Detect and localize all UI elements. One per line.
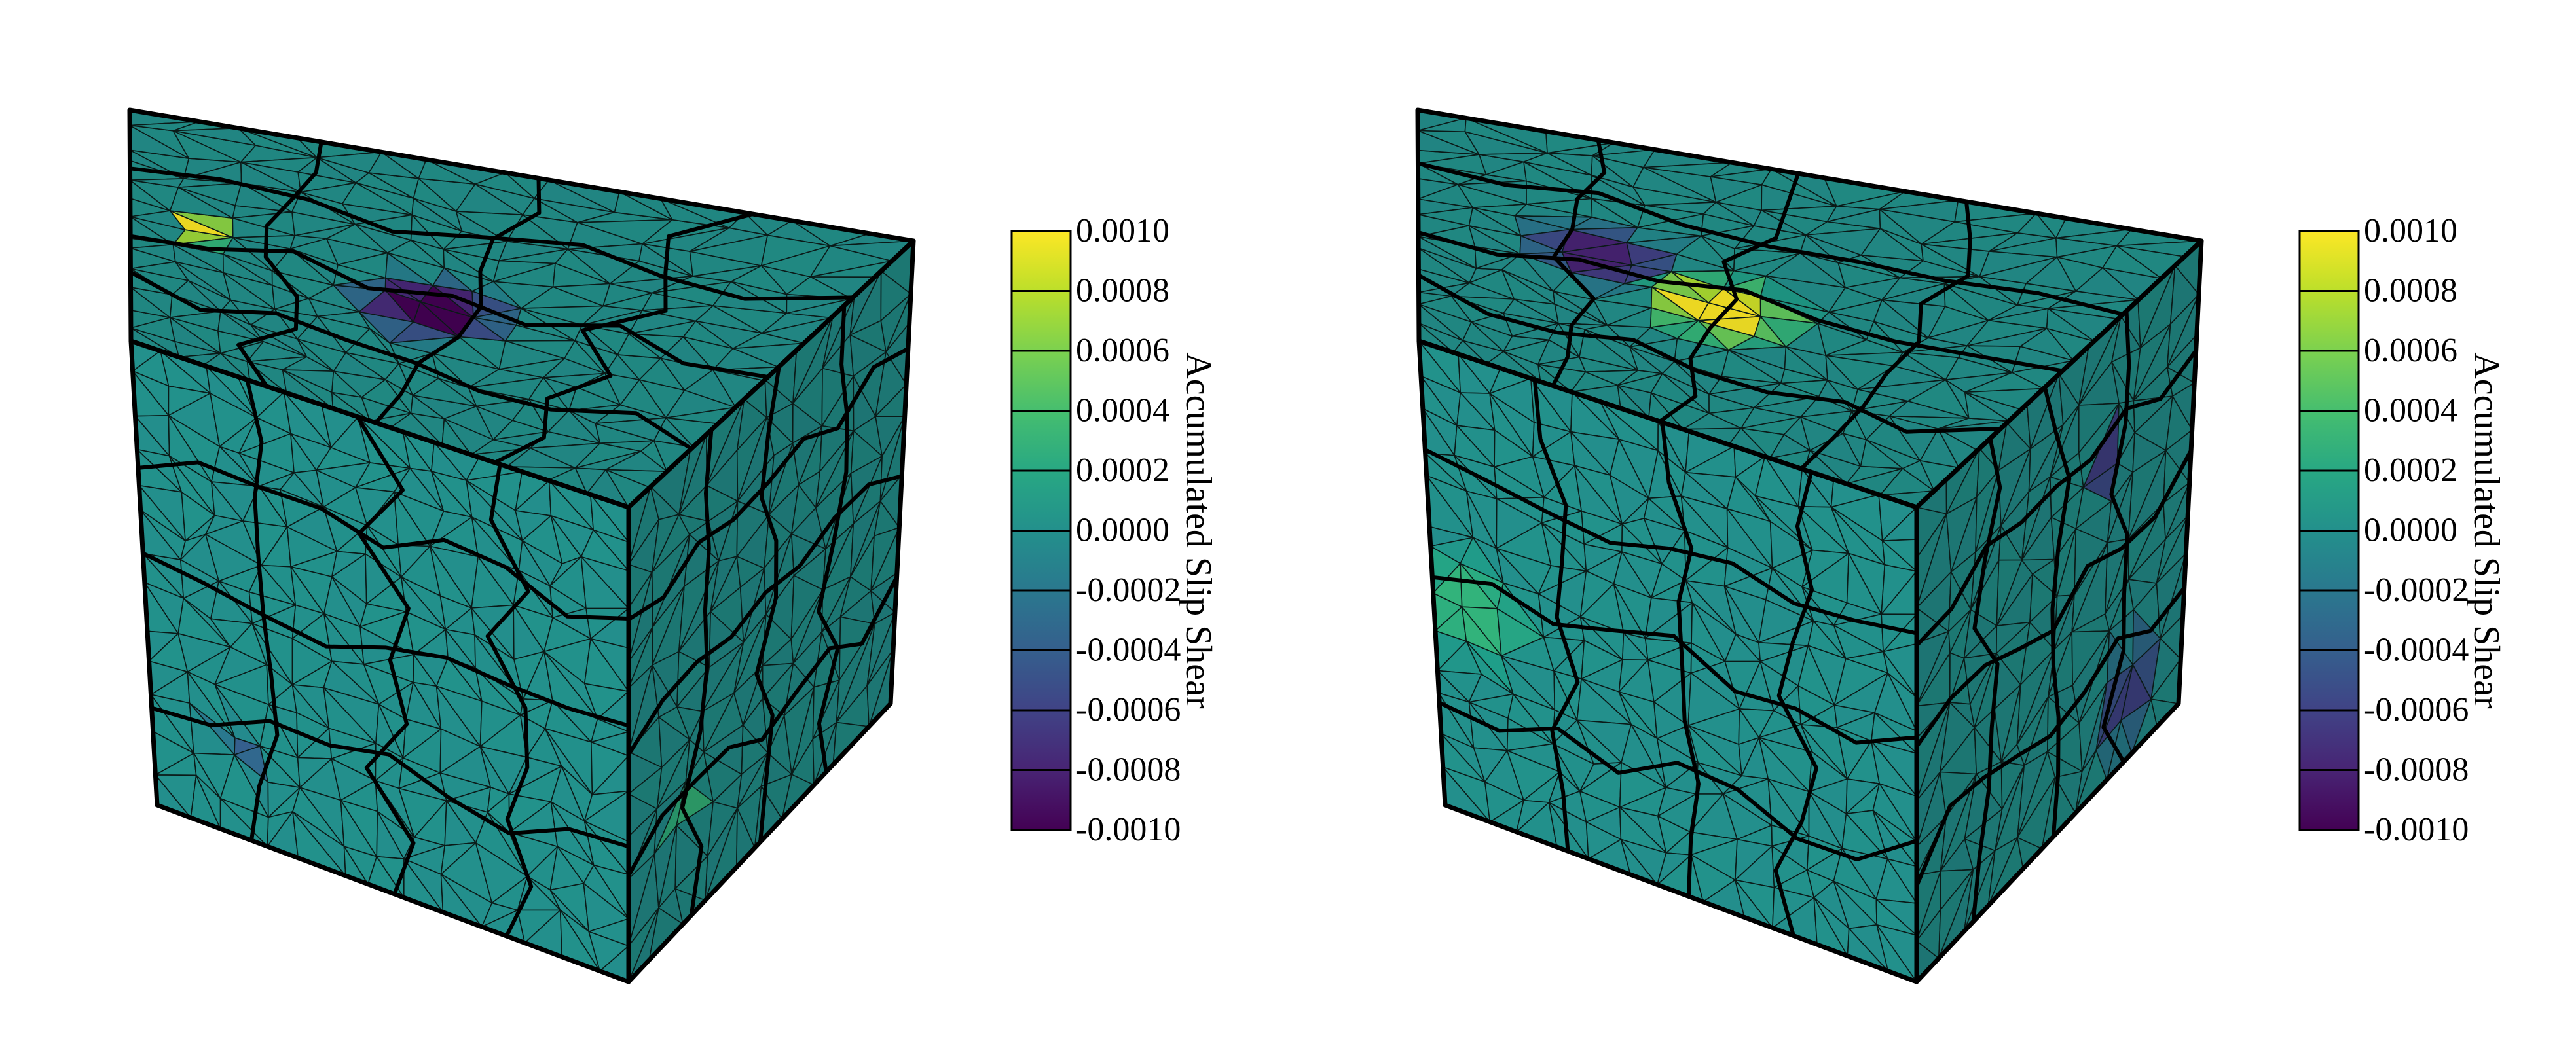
- grain-boundary: [627, 347, 910, 621]
- grain-boundary: [2101, 310, 2131, 763]
- cube-mesh-left: 0.0010 0.0008 0.0006 0.0004 0.0002 0.0000 -0.0…: [127, 107, 1219, 984]
- colorbar-tick-label: 0.0008: [1076, 272, 1169, 310]
- grain-boundary: [1915, 586, 2186, 887]
- colorbar-tick-label: 0.0006: [1076, 332, 1169, 369]
- grain-boundary: [1915, 349, 2198, 647]
- colorbar-tick-label: -0.0008: [1076, 751, 1181, 789]
- grain-boundary: [1417, 161, 2124, 317]
- colorbar-tick-label: 0.0000: [2364, 512, 2457, 549]
- grain-boundary: [754, 366, 781, 842]
- grain-boundary: [817, 305, 849, 772]
- colorbar-tick-label: -0.0010: [1076, 811, 1181, 848]
- cube-edges: [1415, 107, 2204, 984]
- grain-boundary: [356, 415, 416, 895]
- grain-boundary: [1660, 422, 1701, 897]
- grain-boundary: [485, 463, 534, 937]
- colorbar-tick-label: -0.0006: [1076, 691, 1181, 729]
- colorbar-tick-label: 0.0006: [2364, 332, 2457, 369]
- grain-boundary: [2042, 386, 2072, 837]
- grain-boundary: [494, 212, 754, 465]
- grain-boundary: [1438, 700, 1917, 861]
- grain-boundary: [138, 460, 629, 621]
- grain-boundary: [141, 551, 629, 728]
- colorbar-tick-label: 0.0002: [2364, 452, 2457, 489]
- colorbar-tick-label: -0.0006: [2364, 691, 2469, 729]
- grain-boundary: [627, 474, 902, 756]
- grain-boundary: [1418, 230, 2063, 373]
- colorbar-tick-label: -0.0002: [2364, 571, 2469, 609]
- grain-boundary: [130, 166, 853, 301]
- cube-edges: [127, 107, 916, 984]
- panel-right: 0.0010 0.0008 0.0006 0.0004 0.0002 0.0000 -0.0…: [1288, 0, 2576, 1063]
- colorbar-tick-label: -0.0010: [2364, 811, 2469, 848]
- colorbar-tick-label: -0.0008: [2364, 751, 2469, 789]
- grain-boundary: [627, 576, 899, 877]
- grain-boundary: [1971, 438, 2002, 922]
- grain-boundary: [130, 234, 769, 379]
- colorbar-tick-label: 0.0010: [1076, 212, 1169, 249]
- grain-boundary: [1799, 201, 1972, 471]
- mesh-lines: [1417, 109, 2202, 982]
- panel-left: 0.0010 0.0008 0.0006 0.0004 0.0002 0.0000 -0.0…: [127, 107, 1219, 984]
- cube-face-right: [1914, 238, 2204, 984]
- grain-boundary: [1532, 379, 1580, 852]
- colorbar-label: Accumulated Slip Shear: [2466, 352, 2507, 709]
- colorbar-label: Accumulated Slip Shear: [1178, 352, 1219, 709]
- colorbar-tick-label: 0.0004: [1076, 392, 1169, 429]
- grain-boundary: [1658, 173, 1801, 423]
- grain-boundary: [680, 429, 714, 916]
- cube-face-right: [626, 238, 916, 984]
- colorbar-tick-label: 0.0010: [2364, 212, 2457, 249]
- colorbar: 0.0010 0.0008 0.0006 0.0004 0.0002 0.0000 -0.0…: [1010, 212, 1181, 848]
- cube-mesh-right: 0.0010 0.0008 0.0006 0.0004 0.0002 0.0000 -0.0…: [1415, 107, 2507, 984]
- grain-boundaries: [129, 141, 910, 937]
- colorbar-tick-label: -0.0004: [1076, 632, 1181, 669]
- grain-boundary: [129, 270, 693, 451]
- colorbar-tick-label: 0.0002: [1076, 452, 1169, 489]
- grain-boundaries: [1417, 139, 2198, 937]
- grain-boundary: [1773, 471, 1818, 937]
- grain-boundary: [1424, 448, 1917, 636]
- grain-boundary: [1432, 575, 1917, 745]
- grain-boundary: [1417, 273, 2001, 434]
- colorbar-tick-label: 0.0000: [1076, 512, 1169, 549]
- colorbar-tick-label: -0.0002: [1076, 571, 1181, 609]
- grain-boundary: [151, 706, 629, 849]
- colorbar-tick-label: 0.0004: [2364, 392, 2457, 429]
- grain-boundary: [236, 141, 323, 388]
- colorbar: 0.0010 0.0008 0.0006 0.0004 0.0002 0.0000 -0.0…: [2298, 212, 2469, 848]
- colorbar-tick-label: 0.0008: [2364, 272, 2457, 310]
- colorbar-tick-label: -0.0004: [2364, 632, 2469, 669]
